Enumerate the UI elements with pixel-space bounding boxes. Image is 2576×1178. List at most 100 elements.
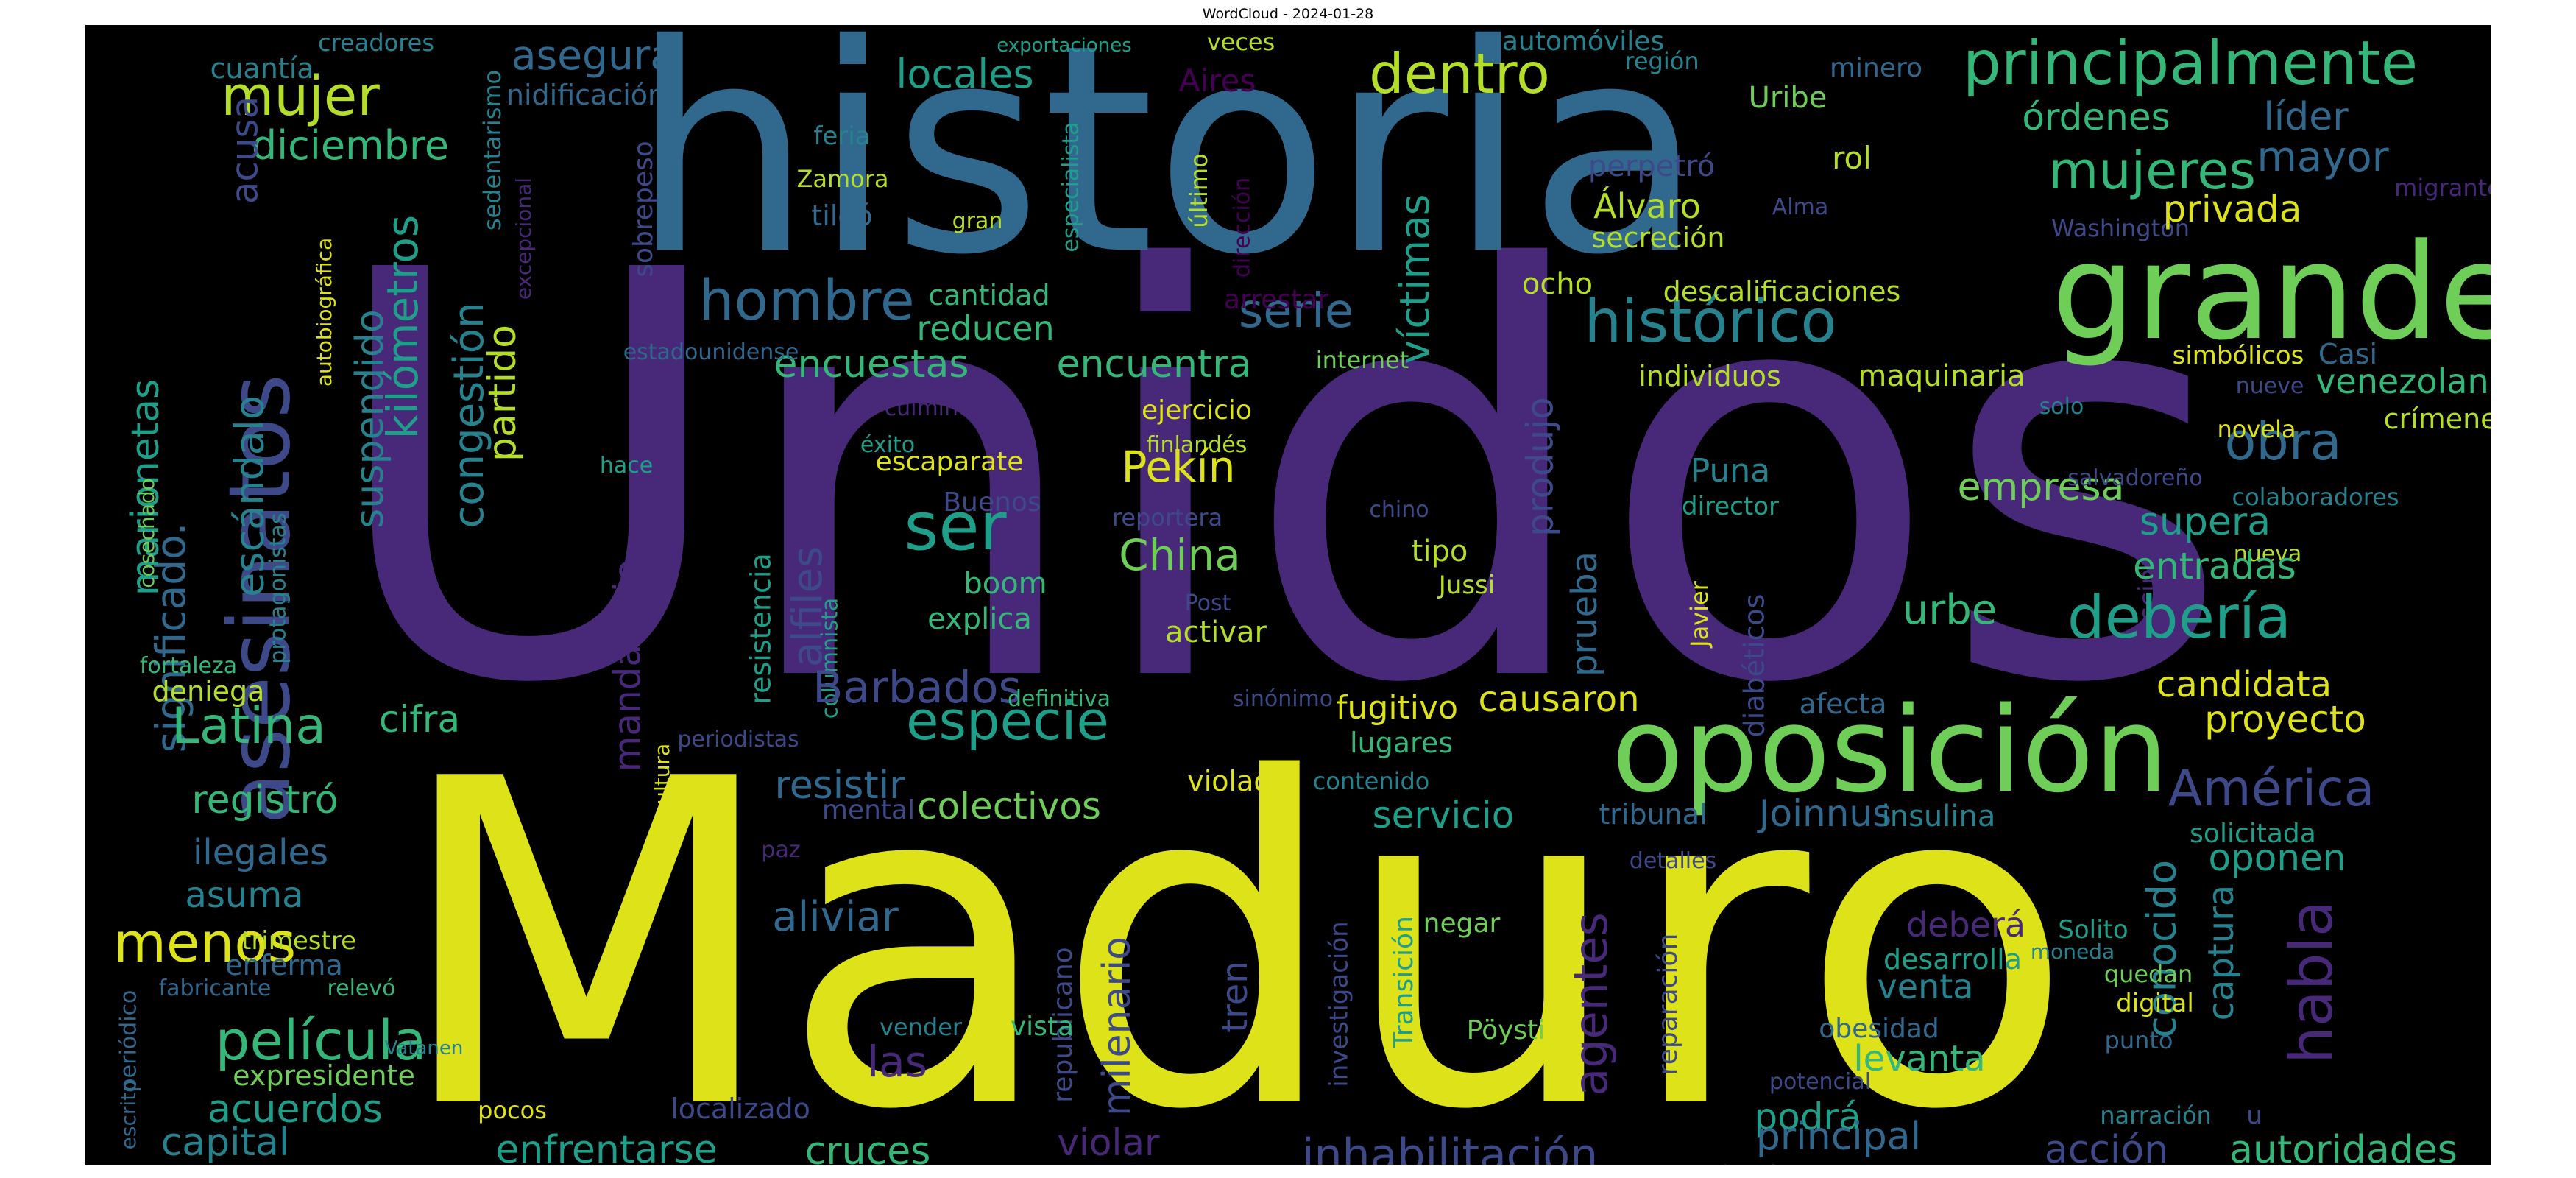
word-135: registró — [191, 778, 338, 822]
word-151: negar — [1423, 909, 1501, 939]
word-102: explica — [927, 602, 1032, 636]
word-22: veces — [1207, 28, 1275, 56]
word-110: Javier — [1685, 580, 1713, 649]
word-107: mandatario — [606, 560, 649, 772]
word-8: dentro — [1369, 41, 1550, 106]
word-100: boom — [963, 567, 1047, 601]
word-101: Post — [1185, 590, 1231, 616]
word-18: acusa — [224, 96, 266, 205]
word-146: paz — [761, 837, 800, 863]
word-149: asuma — [185, 875, 303, 916]
word-117: deniega — [152, 675, 265, 708]
word-29: último — [1185, 153, 1213, 228]
word-115: debería — [2067, 583, 2291, 652]
word-43: hombre — [698, 267, 914, 333]
word-105: resistencia — [745, 553, 777, 704]
word-192: cruces — [805, 1129, 931, 1165]
word-174: película — [215, 1009, 426, 1073]
word-140: tribunal — [1599, 798, 1707, 830]
word-157: investigación — [1325, 921, 1354, 1087]
word-160: reparación — [1653, 934, 1683, 1076]
word-23: Aires — [1179, 63, 1256, 99]
word-56: reducen — [916, 308, 1054, 348]
word-3: historia — [631, 25, 1704, 317]
word-40: Washington — [2051, 214, 2190, 242]
word-141: Joinnus — [1757, 792, 1892, 835]
word-104: alfiles — [784, 546, 832, 667]
word-139: servicio — [1373, 794, 1515, 836]
word-59: internet — [1316, 346, 1409, 374]
word-180: obesidad — [1819, 1014, 1939, 1044]
word-13: líder — [2263, 95, 2349, 139]
word-75: novela — [2218, 415, 2296, 443]
word-165: periódico — [116, 990, 142, 1093]
word-147: detalles — [1630, 848, 1716, 874]
word-124: candidata — [2156, 664, 2332, 705]
chart-title: WordCloud - 2024-01-28 — [1202, 6, 1374, 22]
word-49: serie — [1239, 284, 1354, 339]
word-80: finlandés — [1147, 432, 1248, 458]
word-62: suspendido — [348, 309, 392, 528]
word-128: especie — [906, 690, 1109, 752]
word-138: colectivos — [917, 785, 1101, 828]
word-5: oposición — [1612, 681, 2169, 819]
word-152: deberá — [1906, 905, 2025, 945]
word-133: violado — [1187, 765, 1289, 797]
word-74: obra — [2225, 412, 2342, 472]
word-39: secreción — [1591, 222, 1724, 254]
word-195: principal — [1756, 1115, 1921, 1159]
word-94: Buenos — [943, 487, 1041, 518]
word-99: Jussi — [1437, 571, 1495, 600]
word-129: periodistas — [677, 727, 799, 752]
word-27: gran — [952, 208, 1003, 234]
word-9: mujer — [221, 65, 380, 128]
word-15: mayor — [2257, 133, 2389, 181]
word-46: excepcional — [512, 177, 536, 300]
word-37: perpetró — [1588, 149, 1715, 183]
word-137: mental — [822, 795, 915, 825]
word-48: kilómetros — [378, 215, 428, 440]
word-155: menos — [113, 911, 296, 975]
word-170: desarrolla — [1883, 943, 2022, 976]
word-125: proyecto — [2204, 698, 2366, 741]
word-148: habla — [2277, 900, 2346, 1064]
word-190: capital — [161, 1121, 290, 1165]
word-70: Casi — [2318, 338, 2377, 370]
word-44: sedentarismo — [478, 70, 506, 230]
word-106: columnista — [818, 598, 843, 719]
word-182: punto — [2105, 1026, 2173, 1054]
word-121: fugitivo — [1336, 689, 1458, 727]
word-108: prueba — [1564, 551, 1605, 677]
word-41: migrante — [2394, 174, 2491, 202]
word-69: simbólicos — [2173, 341, 2304, 370]
word-50: víctimas — [1391, 194, 1438, 364]
word-178: vista — [1011, 1012, 1074, 1042]
word-177: vender — [880, 1013, 963, 1041]
word-187: potencial — [1769, 1069, 1871, 1095]
word-123: afecta — [1799, 688, 1886, 720]
word-194: inhabilitación — [1302, 1129, 1598, 1165]
word-126: Latina — [171, 697, 326, 755]
word-45: sobrepeso — [629, 141, 659, 278]
word-47: autobiográfica — [312, 238, 336, 387]
word-25: Zamora — [796, 165, 888, 193]
word-92: supera — [2140, 500, 2271, 544]
word-12: órdenes — [2022, 96, 2170, 138]
word-134: resistir — [774, 763, 905, 808]
word-172: quedan — [2104, 960, 2193, 988]
word-191: enfrentarse — [495, 1128, 717, 1165]
word-67: individuos — [1638, 360, 1781, 392]
word-51: histórico — [1585, 287, 1837, 356]
word-159: agentes — [1564, 912, 1618, 1096]
word-26: tildó — [811, 200, 872, 232]
word-179: Pöysti — [1467, 1015, 1546, 1045]
word-111: urbe — [1903, 586, 1998, 634]
word-113: nueva — [2234, 541, 2302, 567]
word-93: ser — [904, 488, 1006, 565]
word-150: aliviar — [772, 893, 899, 941]
word-131: contenido — [1313, 767, 1430, 795]
word-42: privada — [2163, 188, 2302, 230]
word-164: enferma — [225, 949, 342, 981]
word-122: causaron — [1478, 679, 1639, 720]
